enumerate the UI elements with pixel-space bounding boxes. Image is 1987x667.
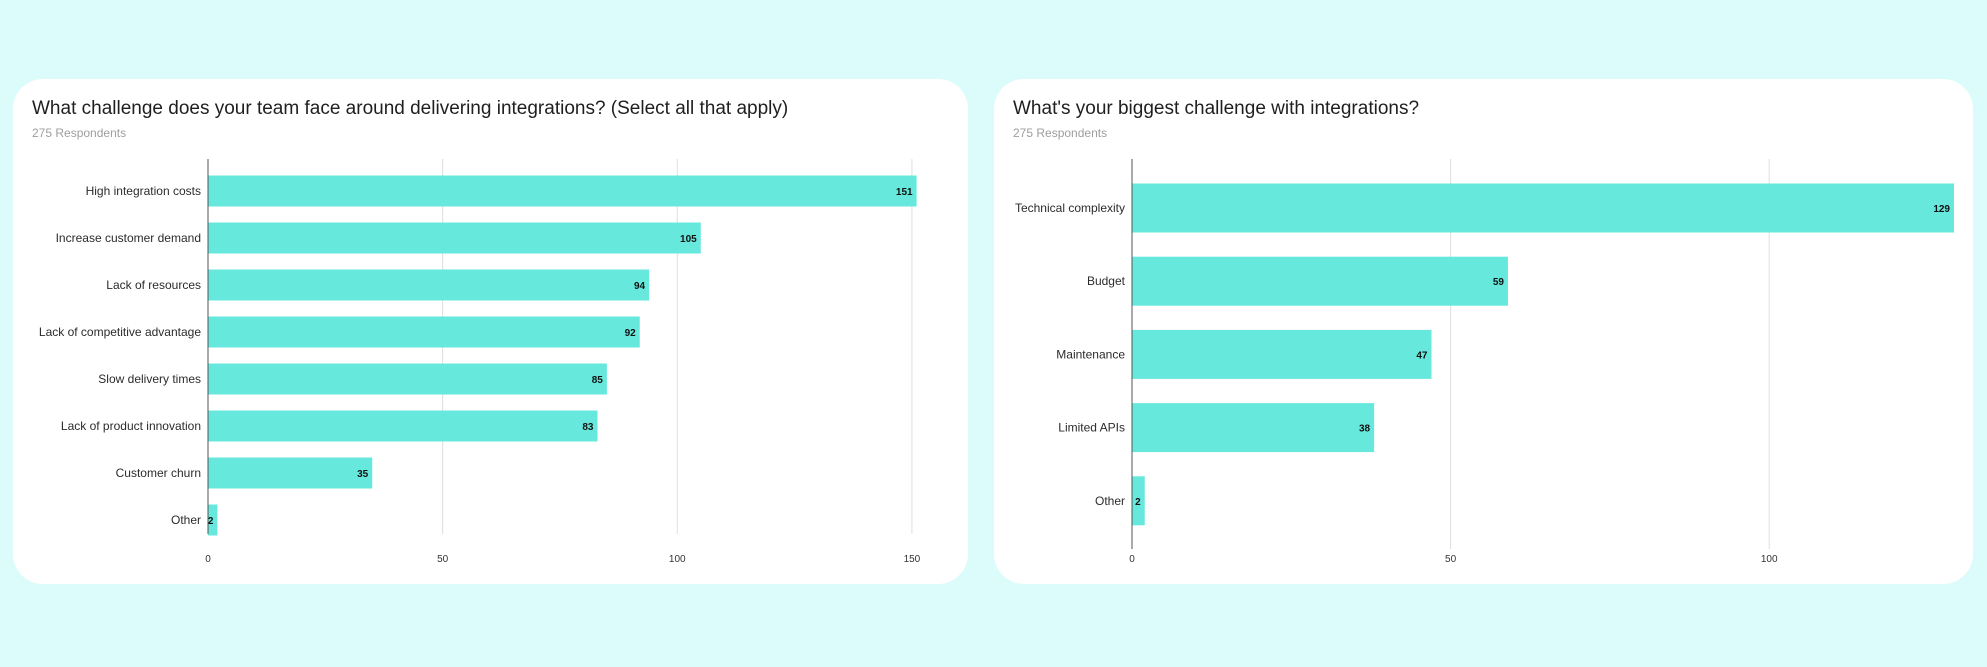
category-label: Limited APIs [1058, 421, 1125, 435]
x-tick-label: 50 [1445, 554, 1457, 565]
data-label: 83 [582, 422, 594, 433]
category-label: Maintenance [1056, 347, 1125, 361]
category-label: Customer churn [116, 466, 201, 480]
bar [1132, 403, 1375, 453]
data-label: 94 [634, 281, 646, 292]
data-label: 129 [1933, 204, 1950, 215]
category-label: Lack of resources [106, 278, 201, 292]
data-label: 47 [1416, 350, 1428, 361]
x-tick-label: 50 [437, 554, 449, 565]
bar-chart: 0 50 100 150 High integration costs 151 Increa… [39, 159, 921, 565]
bar [208, 504, 218, 536]
chart-card-biggest-integration-challenge: What's your biggest challenge with integ… [994, 79, 1973, 584]
category-label: Other [171, 513, 201, 527]
data-label: 92 [625, 328, 637, 339]
x-tick-label: 100 [1761, 554, 1778, 565]
respondents-count: 275 Respondents [1013, 126, 1108, 140]
category-label: Technical complexity [1015, 201, 1125, 215]
x-tick-label: 0 [205, 554, 211, 565]
x-tick-label: 0 [1129, 554, 1135, 565]
bar [1132, 476, 1145, 526]
bar [208, 316, 640, 348]
bar [208, 269, 650, 301]
category-label: Budget [1087, 274, 1126, 288]
category-label: Slow delivery times [98, 372, 201, 386]
bar [1132, 329, 1432, 379]
category-label: Other [1095, 494, 1125, 508]
bar [1132, 183, 1954, 233]
category-label: Lack of product innovation [61, 419, 201, 433]
bar [208, 410, 598, 442]
data-label: 38 [1359, 424, 1371, 435]
data-label: 35 [357, 469, 369, 480]
x-tick-label: 100 [669, 554, 686, 565]
data-label: 2 [208, 516, 214, 527]
bar [1132, 256, 1508, 306]
data-label: 59 [1493, 277, 1505, 288]
bar [208, 222, 701, 254]
category-label: Lack of competitive advantage [39, 325, 201, 339]
bar [208, 175, 917, 207]
chart-title: What's your biggest challenge with integ… [1013, 98, 1420, 119]
chart-title: What challenge does your team face aroun… [32, 98, 789, 119]
data-label: 151 [896, 187, 913, 198]
data-label: 105 [680, 234, 697, 245]
chart-card-integration-delivery-challenges: What challenge does your team face aroun… [13, 79, 968, 584]
bar [208, 363, 607, 395]
category-label: High integration costs [86, 184, 201, 198]
x-tick-label: 150 [904, 554, 921, 565]
bar-chart: 0 50 100 Technical complexity 129 Budget 59 Mai… [1015, 159, 1954, 565]
respondents-count: 275 Respondents [32, 126, 127, 140]
data-label: 2 [1135, 497, 1141, 508]
data-label: 85 [592, 375, 604, 386]
category-label: Increase customer demand [56, 231, 201, 245]
bar [208, 457, 373, 489]
